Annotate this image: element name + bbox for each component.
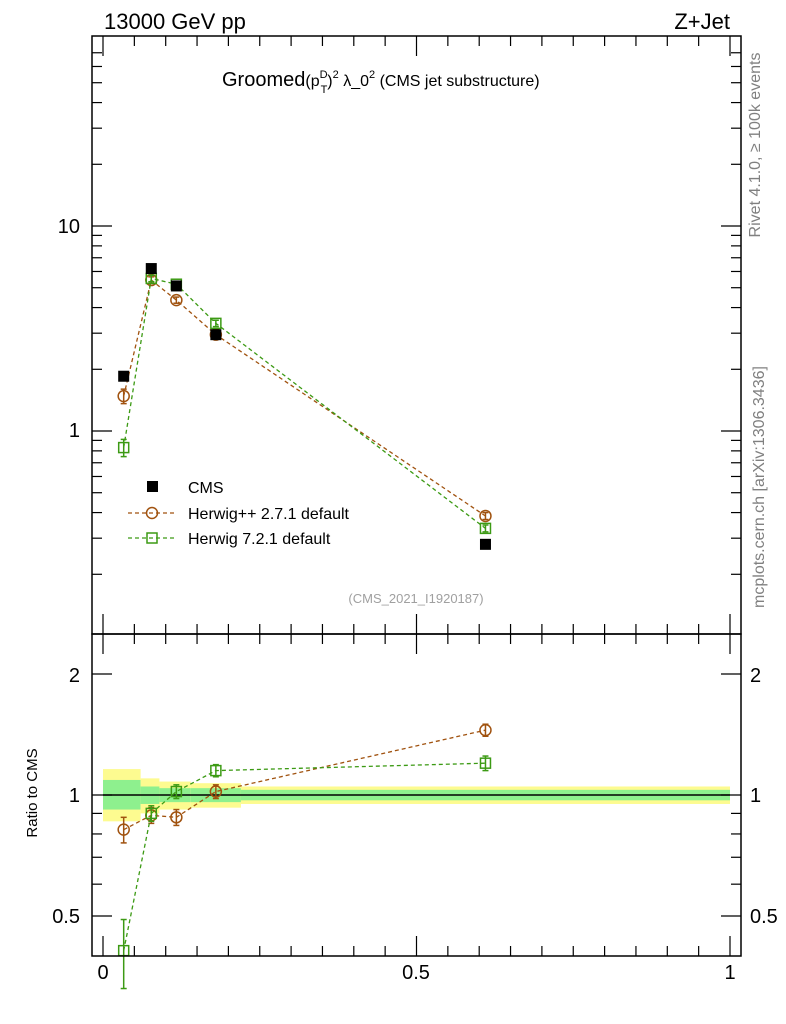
herwigpp-ratio-line bbox=[123, 729, 486, 831]
ratio-ytick-1-left: 1 bbox=[69, 785, 80, 807]
ratio-panel-frame bbox=[91, 633, 742, 957]
herwigpp-ratio-point bbox=[209, 785, 223, 798]
herwigpp-ratio-point bbox=[117, 823, 130, 836]
main-data-marks bbox=[117, 263, 492, 550]
title-lambda: λ_0 bbox=[339, 73, 369, 90]
herwigpp-main-point bbox=[170, 293, 183, 307]
ratio-axis-label: Ratio to CMS bbox=[24, 748, 41, 837]
header-process-label: Z+Jet bbox=[674, 9, 730, 34]
cms-data-point bbox=[145, 263, 157, 275]
herwig7-ratio-point bbox=[145, 807, 158, 820]
main-ytick-10: 10 bbox=[58, 216, 80, 238]
rivet-version-label: Rivet 4.1.0, ≥ 100k events bbox=[747, 53, 764, 238]
uncertainty-bands bbox=[103, 769, 730, 822]
title-paren: (p bbox=[305, 73, 319, 90]
main-axis-ticks bbox=[92, 36, 741, 634]
legend-herwigpp-label: Herwig++ 2.7.1 default bbox=[188, 506, 350, 523]
plot-title: Groomed(pD T)2 λ_02 (CMS jet substructure… bbox=[222, 69, 540, 96]
ratio-ytick-0.5-left: 0.5 bbox=[52, 906, 80, 928]
title-suffix: (CMS jet substructure) bbox=[375, 73, 539, 90]
ratio-ytick-2-right: 2 bbox=[750, 665, 761, 687]
legend-herwig7-label: Herwig 7.2.1 default bbox=[188, 531, 331, 548]
main-ytick-1: 1 bbox=[69, 420, 80, 442]
xtick-1: 1 bbox=[724, 962, 735, 984]
xtick-0.5: 0.5 bbox=[402, 962, 430, 984]
ratio-axis-ticks bbox=[92, 634, 741, 956]
legend-herwigpp-marker bbox=[145, 506, 159, 520]
herwigpp-main-point bbox=[479, 509, 492, 523]
herwig7-ratio-point bbox=[170, 785, 183, 798]
herwigpp-main-line bbox=[123, 278, 486, 517]
ratio-ytick-2-left: 2 bbox=[69, 665, 80, 687]
ratio-ytick-1-right: 1 bbox=[750, 785, 761, 807]
herwig7-main-line bbox=[123, 277, 486, 529]
legend: CMS Herwig++ 2.7.1 default Herwig 7.2.1 … bbox=[128, 480, 350, 548]
herwig7-main-point bbox=[117, 441, 130, 454]
legend-cms-marker bbox=[147, 481, 158, 492]
cms-data-point bbox=[118, 370, 130, 382]
mcplots-label: mcplots.cern.ch [arXiv:1306.3436] bbox=[751, 366, 768, 608]
analysis-id-label: (CMS_2021_I1920187) bbox=[348, 591, 483, 606]
herwigpp-main-point bbox=[117, 389, 130, 403]
title-close: ) bbox=[327, 73, 332, 90]
title-sup-2b: 2 bbox=[369, 69, 375, 81]
herwig7-ratio-line bbox=[123, 762, 486, 951]
herwig7-ratio-point bbox=[479, 757, 492, 769]
herwigpp-ratio-point bbox=[170, 811, 183, 824]
title-sub-t: T bbox=[321, 84, 328, 96]
ratio-ytick-0.5-right: 0.5 bbox=[750, 906, 778, 928]
herwig7-ratio-point bbox=[210, 764, 222, 777]
xtick-0: 0 bbox=[97, 962, 108, 984]
cms-data-point bbox=[479, 538, 491, 550]
herwig7-main-point bbox=[210, 317, 222, 330]
title-prefix: Groomed bbox=[222, 69, 305, 91]
title-sup-d: D bbox=[320, 69, 328, 81]
cms-data-point bbox=[210, 329, 222, 341]
herwig7-main-point bbox=[479, 522, 492, 535]
legend-herwig7-marker bbox=[146, 532, 158, 544]
title-sup-2: 2 bbox=[333, 69, 339, 81]
herwigpp-ratio-point bbox=[479, 723, 492, 737]
legend-cms-label: CMS bbox=[188, 480, 224, 497]
ratio-data-marks bbox=[117, 723, 492, 990]
header-energy-label: 13000 GeV pp bbox=[104, 9, 246, 34]
cms-data-point bbox=[170, 280, 182, 292]
